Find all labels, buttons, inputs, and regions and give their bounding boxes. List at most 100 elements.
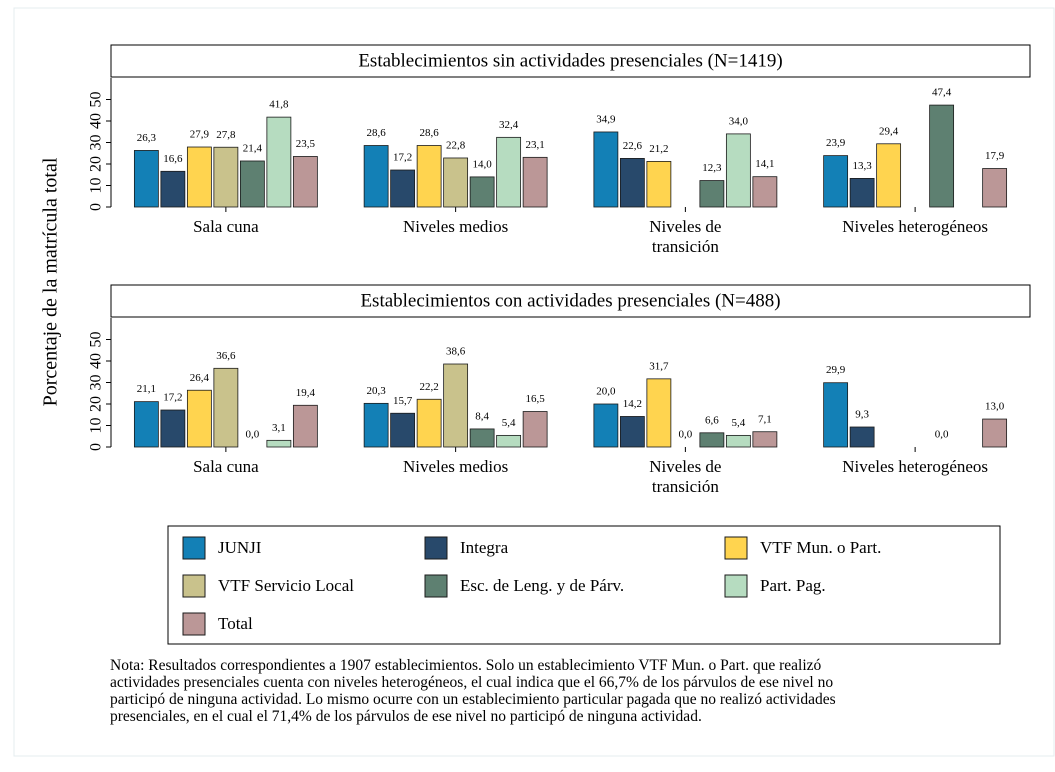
value-label: 32,4	[499, 119, 519, 131]
panel-title: Establecimientos con actividades presenc…	[360, 290, 780, 311]
bar	[266, 116, 292, 208]
legend-swatch	[182, 536, 206, 560]
bar	[443, 363, 469, 448]
value-label: 20,0	[596, 386, 616, 398]
bar	[186, 146, 212, 208]
bar	[416, 398, 442, 448]
bar	[646, 378, 672, 448]
value-label: 7,1	[758, 413, 772, 425]
y-tick-label: 30	[88, 135, 105, 151]
y-tick-label: 10	[88, 178, 105, 194]
y-tick-label: 40	[88, 353, 105, 369]
value-label: 21,1	[137, 383, 156, 395]
bar	[849, 178, 875, 208]
panel-title-box	[110, 284, 1031, 318]
bar	[266, 439, 292, 448]
value-label: 16,5	[526, 393, 546, 405]
bar	[363, 402, 389, 448]
bar	[416, 145, 442, 208]
frame	[13, 7, 1055, 757]
note-line: presenciales, en el cual el 71,4% de los…	[110, 708, 702, 725]
value-label: 14,1	[755, 158, 774, 170]
bar	[646, 161, 672, 208]
value-label: 28,6	[420, 127, 440, 139]
y-tick-label: 50	[88, 332, 105, 348]
bar	[133, 150, 159, 208]
value-label: 36,6	[216, 350, 236, 362]
legend-label: Integra	[460, 538, 509, 557]
bar	[186, 389, 212, 448]
bar	[390, 412, 416, 448]
bar	[363, 145, 389, 208]
note: Nota: Resultados correspondientes a 1907…	[110, 657, 836, 725]
bar	[160, 170, 186, 208]
value-label: 41,8	[269, 99, 289, 111]
note-line: actividades presenciales cuenta con nive…	[110, 674, 834, 691]
value-label: 8,4	[475, 410, 489, 422]
y-axis-label: Porcentaje de la matrícula total	[40, 157, 62, 406]
value-label: 13,3	[853, 160, 873, 172]
y-tick-label: 0	[88, 203, 105, 211]
legend-label: Total	[218, 614, 253, 633]
x-tick-label: Niveles heterogéneos	[842, 217, 989, 236]
bar	[239, 160, 265, 208]
bar	[876, 143, 902, 208]
value-label: 15,7	[393, 395, 413, 407]
legend-swatch	[424, 536, 448, 560]
bar	[390, 169, 416, 208]
y-tick-label: 0	[88, 443, 105, 451]
x-tick-label: Niveles de transición	[649, 217, 722, 256]
value-label: 0,0	[679, 429, 693, 441]
bar	[292, 156, 318, 208]
note-line: Nota: Resultados correspondientes a 1907…	[110, 657, 822, 674]
legend-label: Part. Pag.	[760, 576, 826, 595]
bar	[752, 176, 778, 208]
y-tick-label: 20	[88, 396, 105, 412]
x-tick-label: Sala cuna	[193, 457, 259, 476]
bar	[823, 382, 849, 448]
y-tick-label: 30	[88, 375, 105, 391]
y-tick-label: 40	[88, 113, 105, 129]
value-label: 0,0	[246, 429, 260, 441]
legend-swatch	[724, 536, 748, 560]
bar	[982, 418, 1008, 448]
bar	[699, 432, 725, 448]
value-label: 38,6	[446, 346, 466, 358]
bar	[929, 104, 955, 208]
legend-label: JUNJI	[218, 538, 262, 557]
value-label: 29,9	[826, 364, 846, 376]
panel-title: Establecimientos sin actividades presenc…	[358, 50, 782, 71]
legend-box	[167, 525, 1001, 645]
value-label: 26,4	[190, 372, 210, 384]
value-label: 21,2	[649, 143, 668, 155]
y-tick-label: 20	[88, 156, 105, 172]
bar	[292, 404, 318, 448]
bar	[213, 367, 239, 448]
value-label: 23,5	[296, 138, 316, 150]
legend-swatch	[182, 574, 206, 598]
value-label: 23,9	[826, 137, 846, 149]
value-label: 23,1	[526, 139, 545, 151]
value-label: 26,3	[137, 132, 157, 144]
bar	[160, 409, 186, 448]
value-label: 29,4	[879, 125, 899, 137]
value-label: 5,4	[732, 417, 746, 429]
value-label: 21,4	[243, 143, 263, 155]
value-label: 22,6	[623, 140, 643, 152]
bar	[593, 403, 619, 448]
legend-swatch	[182, 612, 206, 636]
value-label: 28,6	[367, 127, 387, 139]
value-label: 27,8	[216, 129, 236, 141]
bar	[496, 136, 522, 208]
legend-label: VTF Mun. o Part.	[760, 538, 881, 557]
x-tick-label: Niveles de transición	[649, 457, 722, 496]
value-label: 3,1	[272, 422, 286, 434]
bar	[823, 155, 849, 208]
value-label: 0,0	[935, 429, 949, 441]
bar	[593, 131, 619, 208]
bar	[725, 434, 751, 448]
bar	[982, 168, 1008, 208]
value-label: 13,0	[985, 401, 1005, 413]
value-label: 47,4	[932, 87, 952, 99]
